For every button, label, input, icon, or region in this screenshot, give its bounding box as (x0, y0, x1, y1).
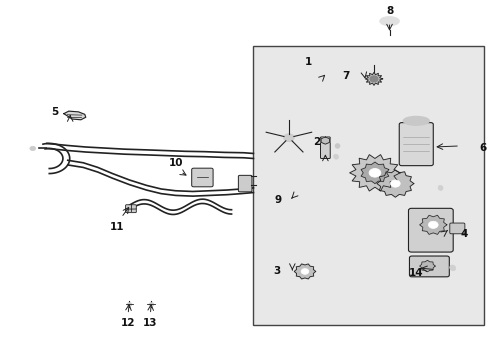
Text: 14: 14 (408, 268, 423, 278)
Polygon shape (349, 155, 399, 191)
Ellipse shape (402, 116, 428, 125)
Text: 9: 9 (274, 195, 281, 205)
Ellipse shape (379, 17, 398, 26)
FancyBboxPatch shape (449, 223, 464, 234)
FancyBboxPatch shape (398, 123, 432, 166)
Polygon shape (360, 162, 388, 184)
Circle shape (390, 180, 399, 187)
Text: 11: 11 (110, 222, 124, 231)
Ellipse shape (333, 154, 338, 159)
Circle shape (368, 168, 380, 177)
Polygon shape (321, 137, 329, 144)
Text: 10: 10 (168, 158, 183, 168)
FancyBboxPatch shape (238, 175, 251, 192)
Text: 7: 7 (342, 71, 349, 81)
Text: 8: 8 (385, 6, 392, 17)
Polygon shape (419, 260, 434, 272)
Text: 4: 4 (459, 229, 467, 239)
Text: 13: 13 (143, 319, 157, 328)
FancyBboxPatch shape (408, 256, 448, 277)
Circle shape (369, 76, 377, 82)
Circle shape (30, 146, 36, 150)
FancyBboxPatch shape (125, 205, 136, 209)
Text: 1: 1 (304, 57, 311, 67)
FancyBboxPatch shape (320, 137, 329, 158)
Text: 2: 2 (313, 138, 320, 147)
Circle shape (427, 221, 437, 228)
Text: 5: 5 (51, 107, 58, 117)
Text: 12: 12 (121, 319, 135, 328)
Circle shape (283, 134, 294, 141)
Text: 3: 3 (272, 266, 280, 276)
FancyBboxPatch shape (125, 208, 136, 213)
Ellipse shape (334, 144, 339, 148)
Circle shape (149, 303, 154, 306)
Ellipse shape (437, 185, 442, 190)
Polygon shape (419, 215, 446, 234)
Polygon shape (294, 264, 315, 279)
FancyBboxPatch shape (191, 168, 213, 187)
Text: 6: 6 (478, 143, 486, 153)
Circle shape (323, 139, 329, 143)
Ellipse shape (449, 265, 455, 271)
Polygon shape (64, 111, 85, 120)
Bar (253, 45, 483, 325)
Polygon shape (376, 170, 413, 197)
Circle shape (301, 269, 308, 274)
Polygon shape (365, 72, 382, 85)
Circle shape (127, 303, 132, 306)
FancyBboxPatch shape (407, 208, 452, 252)
